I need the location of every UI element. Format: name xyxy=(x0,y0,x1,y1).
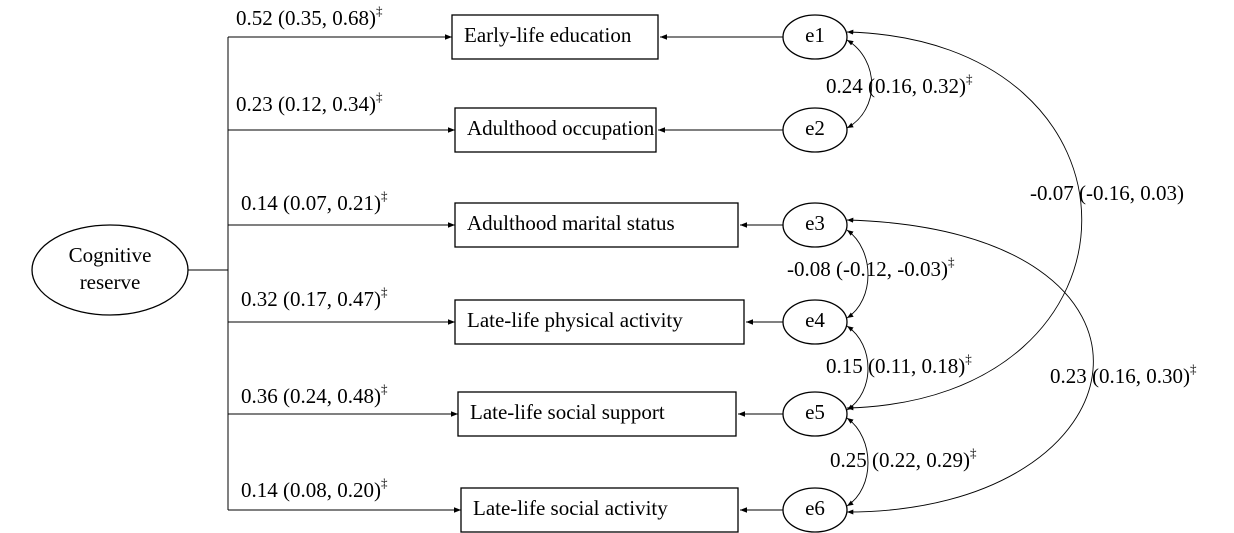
indicator-label: Late-life social support xyxy=(470,400,665,424)
indicator-label: Late-life social activity xyxy=(473,496,668,520)
error-label: e6 xyxy=(805,496,825,520)
covariance-label-mark: ‡ xyxy=(1190,361,1197,376)
loading-label-text: 0.14 (0.08, 0.20) xyxy=(241,478,381,502)
loading-label: 0.32 (0.17, 0.47)‡ xyxy=(241,284,388,311)
loading-label-mark: ‡ xyxy=(376,3,383,18)
covariance-label: 0.24 (0.16, 0.32)‡ xyxy=(826,71,973,98)
covariance-curve xyxy=(846,325,869,411)
covariance-label-text: -0.07 (-0.16, 0.03) xyxy=(1030,181,1184,205)
covariance-label-text: 0.15 (0.11, 0.18) xyxy=(826,354,965,378)
covariance-label-mark: ‡ xyxy=(970,445,977,460)
loading-label-mark: ‡ xyxy=(381,475,388,490)
loading-label: 0.52 (0.35, 0.68)‡ xyxy=(236,3,383,30)
latent-label: Cognitive xyxy=(69,243,152,267)
covariance-label: -0.07 (-0.16, 0.03) xyxy=(1030,181,1184,205)
indicator-label: Early-life education xyxy=(464,23,632,47)
covariance-curve xyxy=(846,29,1083,411)
loading-label-mark: ‡ xyxy=(381,188,388,203)
error-label: e2 xyxy=(805,116,825,140)
loading-label-text: 0.32 (0.17, 0.47) xyxy=(241,287,381,311)
error-label: e5 xyxy=(805,400,825,424)
indicator-box xyxy=(454,107,657,153)
error-label: e4 xyxy=(805,308,825,332)
covariance-curve xyxy=(846,417,869,507)
covariance-label-text: 0.24 (0.16, 0.32) xyxy=(826,74,966,98)
loading-label: 0.36 (0.24, 0.48)‡ xyxy=(241,381,388,408)
loading-label: 0.14 (0.08, 0.20)‡ xyxy=(241,475,388,502)
covariance-label-text: 0.25 (0.22, 0.29) xyxy=(830,448,970,472)
covariance-label-text: 0.23 (0.16, 0.30) xyxy=(1050,364,1190,388)
loading-label-text: 0.23 (0.12, 0.34) xyxy=(236,92,376,116)
loading-label-mark: ‡ xyxy=(376,89,383,104)
covariance-curve xyxy=(846,229,869,319)
indicator-label: Adulthood marital status xyxy=(467,211,675,235)
indicator-box xyxy=(451,14,659,60)
indicator-label: Adulthood occupation xyxy=(467,116,655,140)
covariance-label-mark: ‡ xyxy=(966,71,973,86)
loading-label: 0.14 (0.07, 0.21)‡ xyxy=(241,188,388,215)
indicator-box xyxy=(460,487,739,533)
indicator-box xyxy=(454,299,745,345)
loading-label: 0.23 (0.12, 0.34)‡ xyxy=(236,89,383,116)
loading-label-mark: ‡ xyxy=(381,381,388,396)
covariance-label-mark: ‡ xyxy=(965,351,972,366)
indicator-box xyxy=(457,391,737,437)
error-label: e1 xyxy=(805,23,825,47)
indicator-label: Late-life physical activity xyxy=(467,308,683,332)
covariance-label: -0.08 (-0.12, -0.03)‡ xyxy=(787,254,955,281)
loading-label-text: 0.52 (0.35, 0.68) xyxy=(236,6,376,30)
latent-label: reserve xyxy=(80,270,141,294)
covariance-curve xyxy=(846,39,873,129)
loading-label-text: 0.36 (0.24, 0.48) xyxy=(241,384,381,408)
loading-label-mark: ‡ xyxy=(381,284,388,299)
covariance-label: 0.23 (0.16, 0.30)‡ xyxy=(1050,361,1197,388)
covariance-label: 0.25 (0.22, 0.29)‡ xyxy=(830,445,977,472)
covariance-label-text: -0.08 (-0.12, -0.03) xyxy=(787,257,948,281)
error-label: e3 xyxy=(805,211,825,235)
covariance-label: 0.15 (0.11, 0.18)‡ xyxy=(826,351,972,378)
loading-label-text: 0.14 (0.07, 0.21) xyxy=(241,191,381,215)
indicator-box xyxy=(454,202,739,248)
covariance-label-mark: ‡ xyxy=(948,254,955,269)
